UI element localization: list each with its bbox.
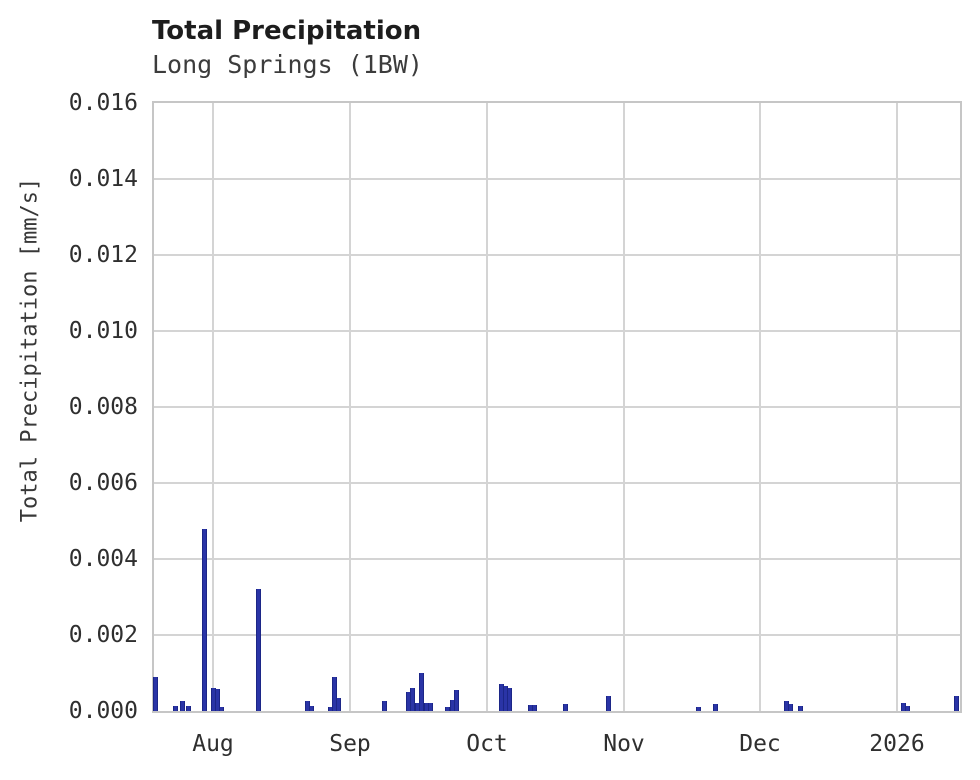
gridline-vertical: [759, 103, 761, 711]
x-tick-label: Nov: [603, 731, 645, 757]
gridline-horizontal: [154, 558, 960, 560]
precipitation-bar: [531, 705, 537, 711]
precipitation-bar: [787, 704, 793, 711]
precipitation-bar: [953, 696, 959, 711]
precipitation-bar: [506, 688, 512, 711]
precipitation-bar: [453, 690, 459, 711]
precipitation-bar: [381, 701, 387, 711]
gridline-vertical: [212, 103, 214, 711]
plot-area: [152, 101, 962, 713]
precipitation-bar: [695, 707, 701, 711]
precipitation-bar: [331, 677, 337, 711]
precipitation-bar: [255, 589, 261, 711]
y-tick-label: 0.006: [68, 470, 138, 496]
precipitation-bar: [797, 706, 803, 711]
gridline-vertical: [349, 103, 351, 711]
x-tick-label: Sep: [329, 731, 371, 757]
precipitation-bar: [201, 529, 207, 711]
precipitation-bar: [409, 688, 415, 711]
chart-title: Total Precipitation: [152, 16, 422, 46]
y-tick-label: 0.008: [68, 394, 138, 420]
y-tick-label: 0.010: [68, 318, 138, 344]
y-tick-label: 0.016: [68, 90, 138, 116]
precipitation-bar: [712, 704, 718, 711]
chart-subtitle: Long Springs (1BW): [152, 50, 423, 79]
y-tick-label: 0.004: [68, 546, 138, 572]
gridline-horizontal: [154, 634, 960, 636]
y-tick-label: 0.014: [68, 166, 138, 192]
x-tick-label: Dec: [739, 731, 781, 757]
precipitation-bar: [308, 706, 314, 711]
gridline-vertical: [486, 103, 488, 711]
y-tick-label: 0.000: [68, 698, 138, 724]
precipitation-bar: [179, 701, 185, 711]
precipitation-bar: [214, 689, 220, 711]
gridline-horizontal: [154, 254, 960, 256]
x-tick-label: Aug: [192, 731, 234, 757]
x-tick-label: Oct: [466, 731, 508, 757]
precipitation-bar: [904, 706, 910, 711]
gridline-horizontal: [154, 330, 960, 332]
y-tick-label: 0.012: [68, 242, 138, 268]
y-tick-label: 0.002: [68, 622, 138, 648]
gridline-horizontal: [154, 178, 960, 180]
precipitation-bar: [218, 707, 224, 711]
precipitation-bar: [605, 696, 611, 711]
precipitation-bar: [562, 704, 568, 711]
precipitation-bar: [427, 703, 433, 711]
gridline-horizontal: [154, 406, 960, 408]
x-tick-label: 2026: [869, 731, 925, 757]
gridline-horizontal: [154, 482, 960, 484]
gridline-vertical: [623, 103, 625, 711]
precipitation-bar: [152, 677, 158, 711]
precipitation-bar: [335, 698, 341, 711]
precipitation-bar: [172, 706, 178, 711]
precipitation-bar: [185, 706, 191, 711]
gridline-vertical: [896, 103, 898, 711]
precipitation-bar: [418, 673, 424, 711]
precipitation-bar: [444, 707, 450, 711]
